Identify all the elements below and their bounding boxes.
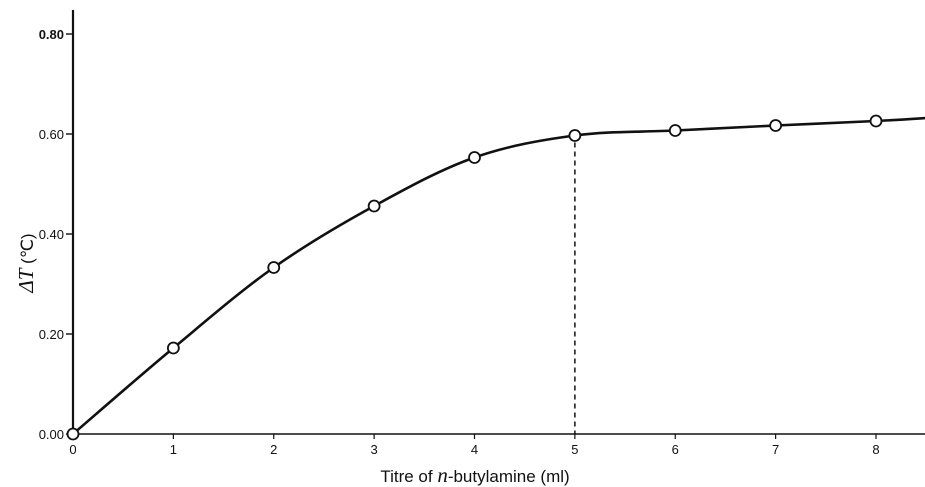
x-tick-label: 4: [471, 442, 478, 457]
data-point: [668, 124, 682, 137]
data-point: [166, 341, 180, 355]
y-axis-title-suffix: (℃): [18, 233, 37, 268]
x-tick-label: 2: [270, 442, 277, 457]
x-tick-label: 7: [772, 442, 779, 457]
series-line: [71, 116, 925, 436]
x-axis-title-prefix: Titre of: [380, 467, 437, 486]
x-tick-label: 0: [69, 442, 76, 457]
x-axis-title-italic: n: [437, 463, 448, 487]
data-point: [267, 261, 281, 274]
x-tick-label: 5: [571, 442, 578, 457]
axes: [66, 10, 925, 439]
data-point: [869, 114, 883, 128]
x-tick-label: 1: [170, 442, 177, 457]
y-tick-label: 0.00: [39, 427, 64, 442]
x-tick-label: 3: [371, 442, 378, 457]
data-point: [568, 129, 582, 142]
y-axis-title: ΔT (℃): [14, 233, 38, 293]
markers: [66, 114, 883, 441]
y-axis-title-italic: ΔT: [14, 267, 38, 293]
y-tick-label: 0.80: [39, 27, 64, 42]
series: [71, 116, 925, 436]
x-axis-title: Titre of n-butylamine (ml): [380, 463, 569, 487]
x-axis-title-suffix: -butylamine (ml): [448, 467, 570, 486]
data-point: [468, 151, 481, 164]
x-tick-label: 8: [872, 442, 879, 457]
y-tick-label: 0.20: [39, 327, 64, 342]
data-point: [367, 199, 381, 213]
data-point: [769, 119, 783, 132]
tick-labels: 0 1 2 3 4 5 6 7 8 0.00 0.20 0.40 0.60 0.80: [39, 27, 880, 457]
data-point: [66, 427, 80, 441]
y-tick-label: 0.40: [39, 227, 64, 242]
x-tick-label: 6: [672, 442, 679, 457]
y-tick-label: 0.60: [39, 127, 64, 142]
